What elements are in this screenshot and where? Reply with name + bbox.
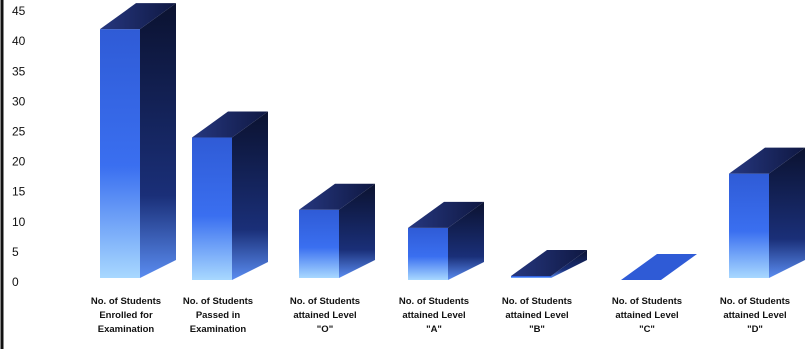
y-tick-label: 0 xyxy=(12,275,19,289)
y-tick-label: 35 xyxy=(12,64,26,78)
bar-side-face xyxy=(769,147,805,278)
y-tick-label: 40 xyxy=(12,34,26,48)
category-label: Examination xyxy=(190,324,247,335)
category-label: No. of Students xyxy=(399,296,469,307)
category-label: No. of Students xyxy=(183,296,253,307)
bar-side-face xyxy=(140,3,176,278)
category-label: No. of Students xyxy=(720,296,790,307)
y-tick-label: 45 xyxy=(12,4,26,18)
bar-2 xyxy=(299,183,375,278)
bar-side-face xyxy=(339,183,375,278)
bar-4 xyxy=(511,249,587,278)
category-label: Examination xyxy=(98,324,155,335)
bar-top-face xyxy=(192,111,268,138)
bar-top-face xyxy=(729,147,805,174)
category-label: No. of Students xyxy=(91,296,161,307)
bar-3 xyxy=(408,201,484,280)
bar-front-face xyxy=(408,227,448,280)
bar-front-face xyxy=(192,137,232,280)
bar-front-face xyxy=(100,29,140,278)
category-label: attained Level xyxy=(293,310,356,321)
category-label: attained Level xyxy=(505,310,568,321)
bar-top-face xyxy=(408,201,484,228)
bar-6 xyxy=(729,147,805,278)
bar-5 xyxy=(621,254,697,280)
category-label: attained Level xyxy=(402,310,465,321)
category-label: Enrolled for xyxy=(99,310,153,321)
bar-1 xyxy=(192,111,268,281)
bar-top-face xyxy=(511,249,587,276)
y-tick-label: 30 xyxy=(12,94,26,108)
y-tick-label: 25 xyxy=(12,125,26,139)
category-label: "C" xyxy=(639,324,655,335)
bar-side-face xyxy=(232,111,268,281)
y-tick-label: 15 xyxy=(12,185,26,199)
y-tick-label: 20 xyxy=(12,155,26,169)
category-label: No. of Students xyxy=(612,296,682,307)
category-label: "A" xyxy=(426,324,442,335)
bar-front-face xyxy=(299,209,339,278)
category-label: Passed in xyxy=(196,310,241,321)
y-tick-label: 5 xyxy=(12,245,19,259)
category-label: "D" xyxy=(747,324,763,335)
bar-top-face xyxy=(299,183,375,210)
category-label: attained Level xyxy=(615,310,678,321)
y-tick-label: 10 xyxy=(12,215,26,229)
category-label: No. of Students xyxy=(502,296,572,307)
bar-side-face xyxy=(448,201,484,280)
category-label: attained Level xyxy=(723,310,786,321)
bar-0 xyxy=(100,3,176,278)
bar-side-face xyxy=(551,249,587,278)
bar-top-face xyxy=(621,254,697,280)
bar-front-face xyxy=(729,173,769,278)
bar-top-face xyxy=(100,3,176,30)
bar-front-face xyxy=(511,275,551,278)
category-label: No. of Students xyxy=(290,296,360,307)
category-label: "B" xyxy=(529,324,545,335)
category-label: "O" xyxy=(317,324,333,335)
